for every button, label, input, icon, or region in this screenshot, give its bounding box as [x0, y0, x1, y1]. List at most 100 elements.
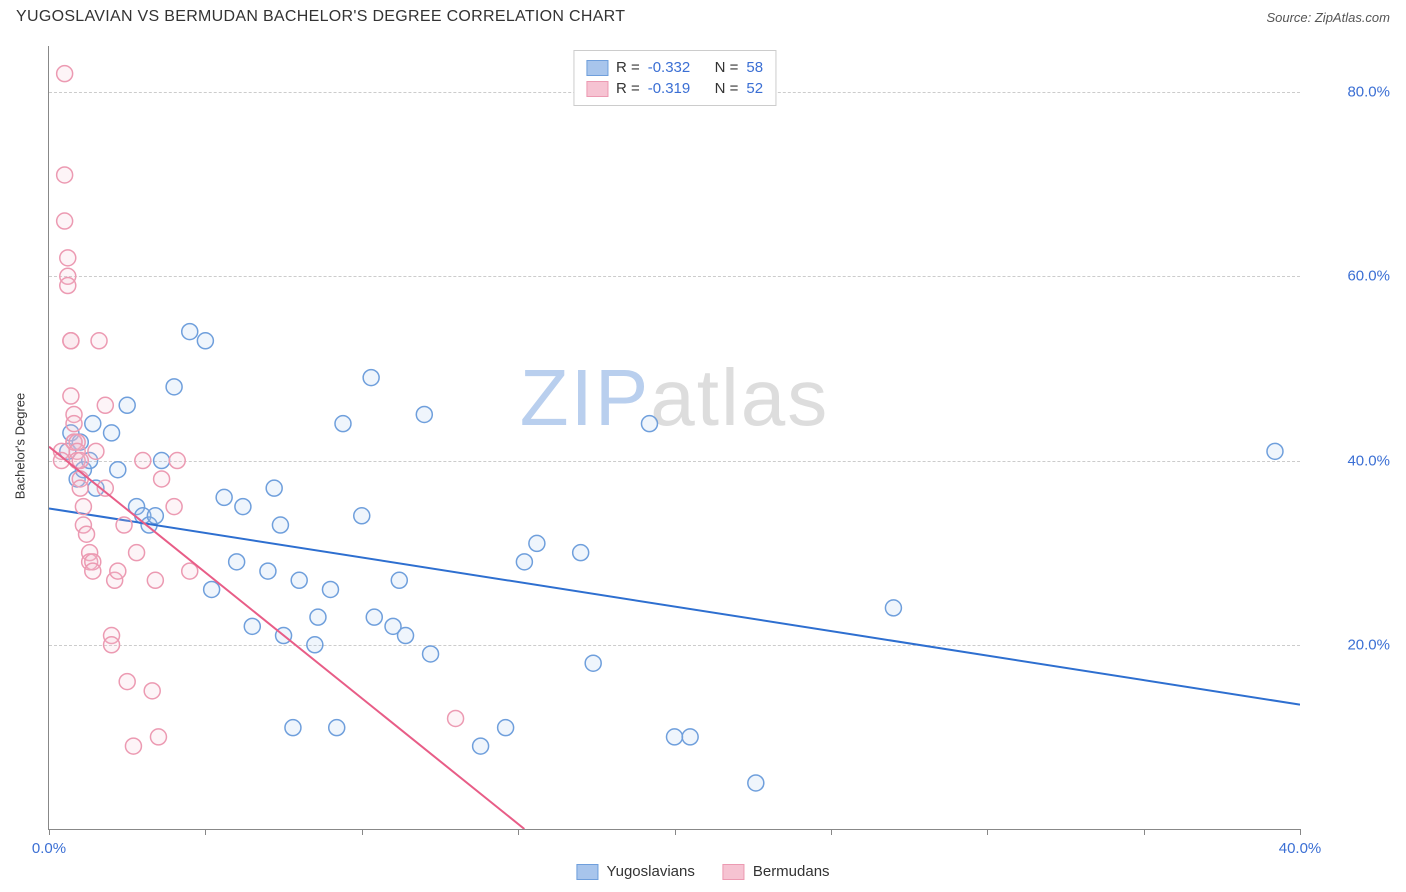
data-point — [322, 581, 338, 597]
x-tick — [987, 829, 988, 835]
n-value-2: 52 — [746, 80, 763, 97]
x-tick — [49, 829, 50, 835]
data-point — [88, 443, 104, 459]
data-point — [310, 609, 326, 625]
data-point — [85, 416, 101, 432]
data-point — [363, 370, 379, 386]
n-label: N = — [715, 80, 739, 97]
data-point — [144, 683, 160, 699]
data-point — [63, 388, 79, 404]
x-tick — [675, 829, 676, 835]
data-point — [166, 379, 182, 395]
data-point — [79, 526, 95, 542]
data-point — [119, 397, 135, 413]
trend-line — [49, 508, 1300, 704]
data-point — [416, 406, 432, 422]
data-point — [91, 333, 107, 349]
data-point — [72, 480, 88, 496]
data-point — [682, 729, 698, 745]
data-point — [229, 554, 245, 570]
r-label: R = — [616, 59, 640, 76]
data-point — [125, 738, 141, 754]
correlation-row-2: R = -0.319 N = 52 — [586, 78, 763, 99]
data-point — [307, 637, 323, 653]
x-tick — [831, 829, 832, 835]
data-point — [641, 416, 657, 432]
data-point — [244, 618, 260, 634]
correlation-row-1: R = -0.332 N = 58 — [586, 57, 763, 78]
x-tick-label: 0.0% — [32, 840, 66, 857]
source-attribution: Source: ZipAtlas.com — [1266, 10, 1390, 25]
data-point — [329, 720, 345, 736]
data-point — [667, 729, 683, 745]
data-point — [129, 545, 145, 561]
legend-item-2: Bermudans — [723, 863, 830, 880]
data-point — [104, 637, 120, 653]
trend-line — [49, 447, 524, 829]
data-point — [135, 453, 151, 469]
chart-title: YUGOSLAVIAN VS BERMUDAN BACHELOR'S DEGRE… — [16, 8, 625, 26]
r-value-2: -0.319 — [648, 80, 691, 97]
x-tick — [205, 829, 206, 835]
swatch-series-1 — [586, 60, 608, 76]
series-legend: Yugoslavians Bermudans — [576, 863, 829, 880]
data-point — [335, 416, 351, 432]
data-point — [182, 324, 198, 340]
legend-label-1: Yugoslavians — [606, 863, 694, 880]
x-tick — [1144, 829, 1145, 835]
data-point — [204, 581, 220, 597]
data-point — [285, 720, 301, 736]
data-point — [529, 535, 545, 551]
source-name: ZipAtlas.com — [1315, 10, 1390, 25]
data-point — [110, 563, 126, 579]
data-point — [110, 462, 126, 478]
data-point — [398, 628, 414, 644]
data-point — [104, 425, 120, 441]
data-point — [197, 333, 213, 349]
data-point — [235, 499, 251, 515]
legend-swatch-2 — [723, 864, 745, 880]
legend-swatch-1 — [576, 864, 598, 880]
r-label: R = — [616, 80, 640, 97]
y-axis-label: Bachelor's Degree — [13, 393, 28, 500]
data-point — [166, 499, 182, 515]
data-point — [150, 729, 166, 745]
x-tick-label: 40.0% — [1279, 840, 1322, 857]
data-point — [60, 278, 76, 294]
data-point — [154, 453, 170, 469]
data-point — [473, 738, 489, 754]
r-value-1: -0.332 — [648, 59, 691, 76]
data-point — [63, 333, 79, 349]
header-bar: YUGOSLAVIAN VS BERMUDAN BACHELOR'S DEGRE… — [0, 0, 1406, 30]
data-point — [391, 572, 407, 588]
data-point — [585, 655, 601, 671]
data-point — [354, 508, 370, 524]
y-tick-label: 60.0% — [1310, 268, 1390, 285]
correlation-legend: R = -0.332 N = 58 R = -0.319 N = 52 — [573, 50, 776, 106]
source-prefix: Source: — [1266, 10, 1314, 25]
scatter-svg — [49, 46, 1300, 829]
data-point — [85, 563, 101, 579]
data-point — [147, 508, 163, 524]
x-tick — [518, 829, 519, 835]
data-point — [291, 572, 307, 588]
data-point — [516, 554, 532, 570]
data-point — [119, 674, 135, 690]
data-point — [498, 720, 514, 736]
data-point — [216, 489, 232, 505]
data-point — [97, 397, 113, 413]
y-tick-label: 80.0% — [1310, 84, 1390, 101]
y-tick-label: 20.0% — [1310, 636, 1390, 653]
data-point — [169, 453, 185, 469]
plot-area: ZIPatlas R = -0.332 N = 58 R = -0.319 N … — [48, 46, 1300, 830]
n-label: N = — [715, 59, 739, 76]
data-point — [154, 471, 170, 487]
data-point — [573, 545, 589, 561]
data-point — [448, 710, 464, 726]
legend-item-1: Yugoslavians — [576, 863, 694, 880]
data-point — [260, 563, 276, 579]
data-point — [272, 517, 288, 533]
swatch-series-2 — [586, 81, 608, 97]
x-tick — [362, 829, 363, 835]
data-point — [366, 609, 382, 625]
